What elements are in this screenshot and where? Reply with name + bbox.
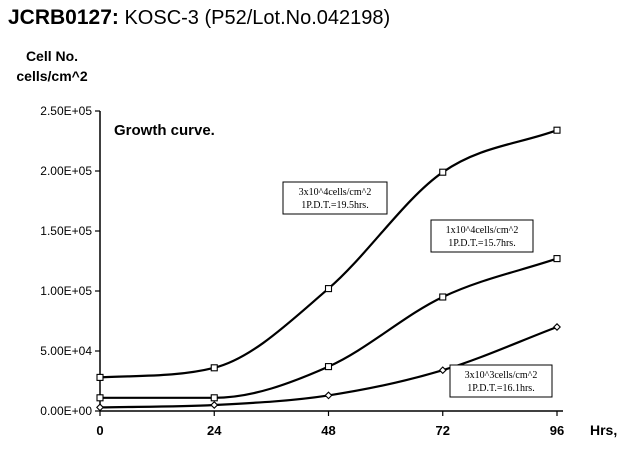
- y-tick-label: 2.50E+05: [40, 104, 92, 118]
- y-tick-label: 1.00E+05: [40, 284, 92, 298]
- x-tick-label: 72: [436, 423, 450, 438]
- data-point: [96, 394, 104, 402]
- chart-axes: 0.00E+00 5.00E+04 1.00E+05 1.50E+05 2.00E+05…: [40, 104, 617, 438]
- data-point: [553, 126, 561, 134]
- annotation-box: [430, 219, 534, 253]
- data-point: [324, 391, 333, 400]
- annotation-text: 1P.D.T.=15.7hrs.: [448, 238, 515, 249]
- data-point: [553, 255, 561, 263]
- x-tick-label: 96: [550, 423, 564, 438]
- annotation-text: 1P.D.T.=16.1hrs.: [467, 383, 534, 394]
- x-tick-label: 48: [321, 423, 335, 438]
- title-cell-line: KOSC-3 (P52/Lot.No.042198): [118, 7, 391, 29]
- y-axis-label-line2: cells/cm^2: [16, 68, 88, 84]
- data-point: [439, 293, 447, 301]
- y-tick-label: 1.50E+05: [40, 224, 92, 238]
- data-point: [439, 168, 447, 176]
- data-point: [96, 373, 104, 381]
- annotation-text: 1P.D.T.=19.5hrs.: [301, 200, 368, 211]
- data-point: [438, 366, 447, 375]
- annotation-text: 3x10^3cells/cm^2: [465, 370, 538, 381]
- chart-annotations: 3x10^4cells/cm^2 1P.D.T.=19.5hrs. 1x10^4ce…: [282, 181, 553, 398]
- x-tick-label: 24: [207, 423, 222, 438]
- title-code: JCRB0127: [8, 6, 112, 29]
- data-point: [324, 363, 333, 371]
- y-axis-label-line1: Cell No.: [25, 48, 79, 64]
- data-point: [96, 403, 104, 412]
- y-tick-label: 0.00E+00: [40, 404, 92, 418]
- data-point: [210, 394, 218, 402]
- series-line: [99, 129, 558, 379]
- y-axis-label: Cell No. cells/cm^2: [12, 46, 92, 86]
- x-axis-label: Hrs,: [590, 422, 617, 438]
- chart-title: Growth curve.: [114, 122, 215, 139]
- data-point: [553, 323, 561, 331]
- annotation-text: 3x10^4cells/cm^2: [299, 187, 372, 198]
- data-point: [324, 285, 333, 293]
- data-point: [210, 364, 218, 372]
- page-title: JCRB0127: KOSC-3 (P52/Lot.No.042198): [8, 4, 390, 32]
- annotation-box: [449, 364, 553, 398]
- x-tick-label: 0: [96, 423, 103, 438]
- title-separator: :: [111, 6, 119, 29]
- data-point: [210, 401, 219, 409]
- y-tick-label: 2.00E+05: [40, 164, 92, 178]
- annotation-text: 1x10^4cells/cm^2: [446, 225, 519, 236]
- annotation-box: [282, 181, 388, 215]
- chart-series: [96, 126, 561, 412]
- y-tick-label: 5.00E+04: [40, 344, 92, 358]
